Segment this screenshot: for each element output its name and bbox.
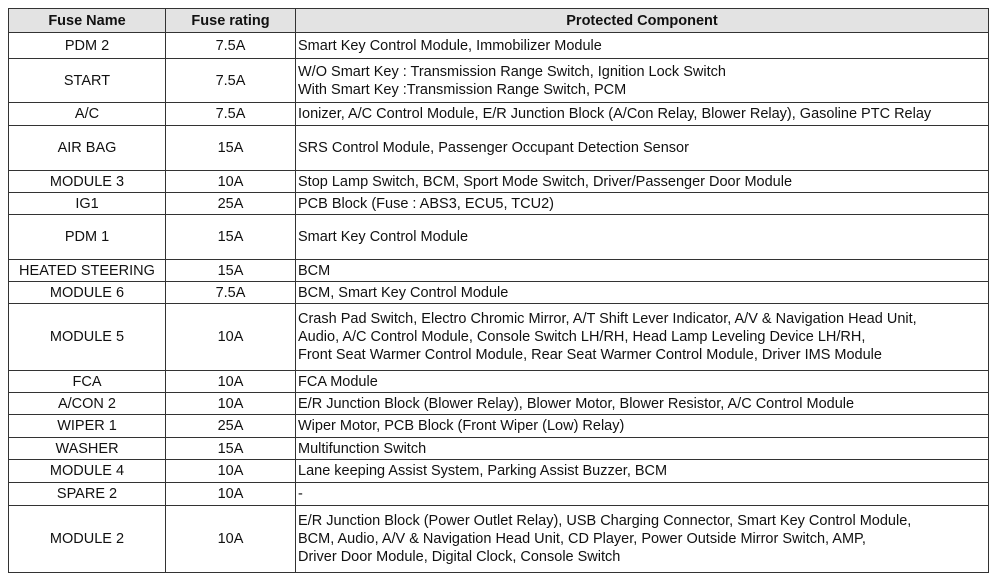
component-line: BCM (298, 262, 331, 279)
fuse-name: MODULE 6 (8, 281, 166, 304)
component-line: FCA Module (298, 373, 378, 390)
fuse-rating: 25A (165, 414, 296, 438)
fuse-rating: 10A (165, 505, 296, 573)
component-line: E/R Junction Block (Blower Relay), Blowe… (298, 395, 855, 412)
fuse-rating: 7.5A (165, 58, 296, 103)
fuse-name: A/C (8, 102, 166, 126)
fuse-rating: 7.5A (165, 102, 296, 126)
protected-component: W/O Smart Key : Transmission Range Switc… (295, 58, 989, 103)
fuse-rating: 7.5A (165, 281, 296, 304)
table-row: AIR BAG 15A SRS Control Module, Passenger … (8, 125, 989, 171)
fuse-rating: 10A (165, 459, 296, 483)
table-row: WASHER 15A Multifunction Switch (8, 437, 989, 460)
fuse-name: SPARE 2 (8, 482, 166, 506)
table-row: MODULE 4 10A Lane keeping Assist System, P… (8, 459, 989, 483)
fuse-rating: 10A (165, 170, 296, 193)
component-line: BCM, Smart Key Control Module (298, 284, 509, 301)
fuse-rating: 15A (165, 437, 296, 460)
fuse-name: A/CON 2 (8, 392, 166, 415)
fuse-rating: 10A (165, 482, 296, 506)
fuse-rating: 15A (165, 259, 296, 282)
component-line: Smart Key Control Module, Immobilizer Mo… (298, 37, 602, 54)
protected-component: Stop Lamp Switch, BCM, Sport Mode Switch… (295, 170, 989, 193)
table-row: START 7.5A W/O Smart Key : Transmission Ra… (8, 58, 989, 103)
fuse-rating: 15A (165, 214, 296, 260)
table-row: IG1 25A PCB Block (Fuse : ABS3, ECU5, TCU2… (8, 192, 989, 215)
table-row: FCA 10A FCA Module (8, 370, 989, 393)
protected-component: SRS Control Module, Passenger Occupant D… (295, 125, 989, 171)
fuse-name: MODULE 2 (8, 505, 166, 573)
protected-component: Multifunction Switch (295, 437, 989, 460)
fuse-rating: 10A (165, 392, 296, 415)
fuse-name: FCA (8, 370, 166, 393)
table-row: PDM 2 7.5A Smart Key Control Module, Immob… (8, 32, 989, 59)
component-line: Ionizer, A/C Control Module, E/R Junctio… (298, 106, 932, 122)
fuse-table: Fuse Name Fuse rating Protected Componen… (8, 8, 989, 573)
fuse-name: AIR BAG (8, 125, 166, 171)
fuse-name: MODULE 3 (8, 170, 166, 193)
table-row: MODULE 2 10A E/R Junction Block (Power Out… (8, 505, 989, 573)
fuse-name: WASHER (8, 437, 166, 460)
table-row: PDM 1 15A Smart Key Control Module (8, 214, 989, 260)
protected-component: E/R Junction Block (Power Outlet Relay),… (295, 505, 989, 573)
fuse-rating: 7.5A (165, 32, 296, 59)
fuse-name: MODULE 4 (8, 459, 166, 483)
fuse-rating: 15A (165, 125, 296, 171)
header-cell: Fuse rating (165, 8, 296, 33)
protected-component: BCM, Smart Key Control Module (295, 281, 989, 304)
component-line: Audio, A/C Control Module, Console Switc… (298, 329, 866, 345)
fuse-name: MODULE 5 (8, 303, 166, 371)
component-line: Smart Key Control Module (298, 229, 469, 245)
protected-component: Crash Pad Switch, Electro Chromic Mirror… (295, 303, 989, 371)
component-line: Front Seat Warmer Control Module, Rear S… (298, 347, 882, 363)
component-line: Crash Pad Switch, Electro Chromic Mirror… (298, 311, 917, 327)
component-line: With Smart Key :Transmission Range Switc… (298, 81, 627, 98)
component-line: PCB Block (Fuse : ABS3, ECU5, TCU2) (298, 195, 554, 212)
fuse-name: PDM 2 (8, 32, 166, 59)
header-cell: Protected Component (295, 8, 989, 33)
table-row: HEATED STEERING 15A BCM (8, 259, 989, 282)
table-row: MODULE 5 10A Crash Pad Switch, Electro Chr… (8, 303, 989, 371)
component-line: Multifunction Switch (298, 440, 427, 457)
protected-component: Ionizer, A/C Control Module, E/R Junctio… (295, 102, 989, 126)
component-line: W/O Smart Key : Transmission Range Switc… (298, 63, 726, 80)
component-line: Lane keeping Assist System, Parking Assi… (298, 463, 668, 479)
component-line: E/R Junction Block (Power Outlet Relay),… (298, 513, 912, 529)
component-line: BCM, Audio, A/V & Navigation Head Unit, … (298, 531, 866, 547)
table-row: MODULE 3 10A Stop Lamp Switch, BCM, Sport … (8, 170, 989, 193)
component-line: SRS Control Module, Passenger Occupant D… (298, 140, 689, 156)
header-row: Fuse Name Fuse rating Protected Componen… (8, 8, 989, 33)
fuse-name: START (8, 58, 166, 103)
protected-component: Lane keeping Assist System, Parking Assi… (295, 459, 989, 483)
fuse-name: WIPER 1 (8, 414, 166, 438)
header-cell: Fuse Name (8, 8, 166, 33)
table-row: WIPER 1 25A Wiper Motor, PCB Block (Front … (8, 414, 989, 438)
protected-component: BCM (295, 259, 989, 282)
component-line: - (298, 486, 303, 502)
table-row: MODULE 6 7.5A BCM, Smart Key Control Modul… (8, 281, 989, 304)
table-row: A/C 7.5A Ionizer, A/C Control Module, E/R … (8, 102, 989, 126)
protected-component: E/R Junction Block (Blower Relay), Blowe… (295, 392, 989, 415)
fuse-name: HEATED STEERING (8, 259, 166, 282)
table-row: A/CON 2 10A E/R Junction Block (Blower Rel… (8, 392, 989, 415)
component-line: Stop Lamp Switch, BCM, Sport Mode Switch… (298, 173, 793, 190)
fuse-rating: 10A (165, 303, 296, 371)
protected-component: Smart Key Control Module (295, 214, 989, 260)
protected-component: - (295, 482, 989, 506)
component-line: Wiper Motor, PCB Block (Front Wiper (Low… (298, 418, 625, 434)
fuse-name: IG1 (8, 192, 166, 215)
table-row: SPARE 2 10A - (8, 482, 989, 506)
component-line: Driver Door Module, Digital Clock, Conso… (298, 549, 621, 565)
protected-component: Wiper Motor, PCB Block (Front Wiper (Low… (295, 414, 989, 438)
protected-component: PCB Block (Fuse : ABS3, ECU5, TCU2) (295, 192, 989, 215)
protected-component: FCA Module (295, 370, 989, 393)
fuse-rating: 10A (165, 370, 296, 393)
protected-component: Smart Key Control Module, Immobilizer Mo… (295, 32, 989, 59)
fuse-name: PDM 1 (8, 214, 166, 260)
fuse-rating: 25A (165, 192, 296, 215)
